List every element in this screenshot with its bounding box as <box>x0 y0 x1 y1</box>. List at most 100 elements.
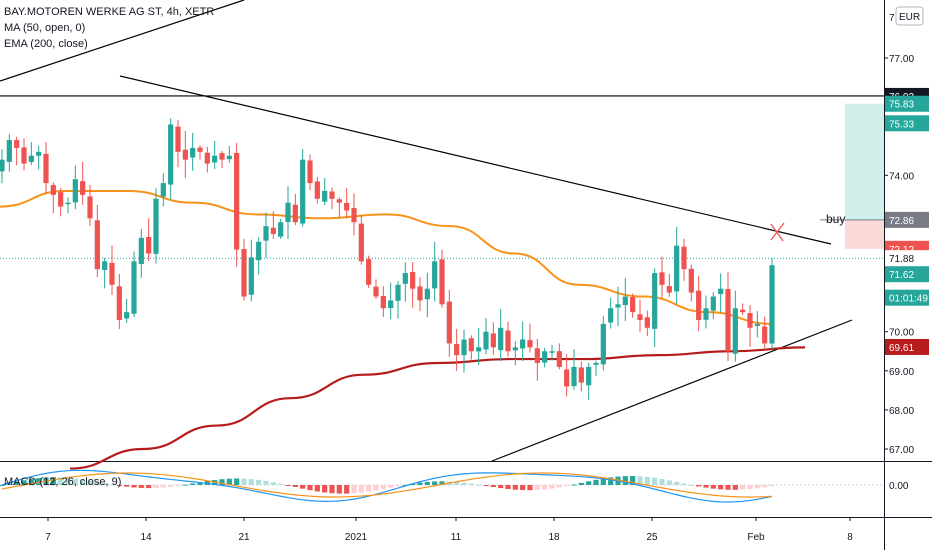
price-tag-bg <box>885 211 929 228</box>
macd-histogram-bar <box>322 485 328 493</box>
macd-histogram-bar <box>659 478 665 485</box>
candle-body <box>248 257 254 295</box>
macd-histogram-bar <box>696 485 702 487</box>
macd-histogram-bar <box>637 476 643 485</box>
macd-histogram-bar <box>256 479 262 485</box>
candle-body <box>688 268 694 293</box>
candle-body <box>520 339 526 349</box>
candle-body <box>380 295 386 309</box>
target-zone[interactable] <box>845 103 884 220</box>
candle-body <box>600 323 606 365</box>
candle-body <box>644 317 650 328</box>
candle-body <box>659 272 665 285</box>
macd-pane[interactable] <box>0 462 884 517</box>
macd-histogram-bar <box>21 480 27 485</box>
macd-histogram-bar <box>380 485 386 490</box>
candle-body <box>94 220 100 270</box>
price-tag-bg <box>885 338 929 355</box>
price-tag-label: 01:01:49 <box>889 294 928 305</box>
macd-histogram-bar <box>300 485 306 489</box>
candle-body <box>718 288 724 295</box>
symbol-legend[interactable]: BAY.MOTOREN WERKE AG ST, 4h, XETR MA (50… <box>4 4 214 52</box>
price-tick-label: 70.00 <box>889 328 914 339</box>
macd-histogram-bar <box>747 485 753 490</box>
macd-histogram-bar <box>102 483 108 485</box>
candle-body <box>681 246 687 270</box>
candle-body <box>270 227 276 234</box>
price-tick-top: 7 <box>889 13 895 24</box>
candle-body <box>241 249 247 297</box>
candle-body <box>226 155 232 160</box>
lower-trendline[interactable] <box>491 319 853 462</box>
upper-trendline[interactable] <box>119 75 832 245</box>
macd-histogram-bar <box>630 476 636 485</box>
macd-histogram-bar <box>681 483 687 485</box>
candle-body <box>674 245 680 292</box>
macd-histogram-bar <box>644 476 650 485</box>
price-tag-label: 69.61 <box>889 343 914 354</box>
candle-body <box>527 340 533 348</box>
candle-body <box>366 259 372 285</box>
macd-histogram-bar <box>358 485 364 493</box>
candles-layer <box>0 118 775 401</box>
candle-body <box>578 367 584 383</box>
candle-body <box>498 327 504 351</box>
price-axis[interactable]: 77.00 74.00 70.00 69.00 68.00 67.00 <box>884 54 914 456</box>
candle-body <box>160 183 166 197</box>
time-axis[interactable]: 7 14 21 2021 11 18 25 Feb 8 <box>45 517 853 543</box>
macd-histogram-bar <box>710 485 716 489</box>
candle-body <box>80 181 86 195</box>
macd-histogram-bar <box>718 485 724 490</box>
candle-body <box>322 190 328 202</box>
price-pane[interactable] <box>0 0 884 461</box>
candle-body <box>410 272 416 289</box>
candle-body <box>740 309 746 313</box>
candle-body <box>14 140 20 148</box>
macd-histogram-bar <box>14 481 20 485</box>
macd-histogram-bar <box>329 485 335 494</box>
candle-body <box>395 284 401 301</box>
candle-body <box>204 152 210 164</box>
macd-histogram-bar <box>373 485 379 491</box>
candle-body <box>307 160 313 184</box>
macd-histogram-bar <box>454 481 460 485</box>
macd-histogram-bar <box>578 482 584 485</box>
candle-body <box>388 300 394 309</box>
macd-histogram-bar <box>498 485 504 489</box>
candle-body <box>21 147 27 164</box>
price-tag-bg <box>885 115 929 132</box>
macd-tick-label: 0.00 <box>889 481 909 492</box>
macd-histogram-bar <box>652 477 658 485</box>
upper-trendline-left[interactable] <box>0 0 245 82</box>
macd-histogram-bar <box>769 485 775 487</box>
macd-histogram-bar <box>732 485 738 490</box>
macd-histogram-bar <box>556 485 562 488</box>
price-tag-bg <box>885 250 929 267</box>
cross-marker[interactable] <box>770 222 785 242</box>
candle-body <box>336 199 342 203</box>
macd-histogram-bar <box>278 483 284 485</box>
macd-histogram-bar <box>36 478 42 485</box>
macd-histogram-bar <box>344 485 350 494</box>
candle-body <box>153 198 159 254</box>
candle-body <box>534 348 540 363</box>
ema-legend: EMA (200, close) <box>4 38 88 50</box>
stop-zone[interactable] <box>845 219 884 249</box>
candle-body <box>175 126 181 152</box>
macd-histogram-bar <box>483 485 489 486</box>
time-tick-label: 8 <box>847 532 853 543</box>
macd-histogram-bar <box>58 477 64 485</box>
candle-body <box>278 222 284 237</box>
macd-histogram-bar <box>270 482 276 485</box>
currency-badge[interactable]: EUR <box>895 6 924 26</box>
time-tick-label: 11 <box>451 532 462 543</box>
macd-line <box>1 469 773 503</box>
macd-histogram-bar <box>490 485 496 488</box>
macd-histogram-bar <box>124 485 130 487</box>
macd-histogram-bar <box>94 481 100 485</box>
macd-histogram-bar <box>175 485 181 486</box>
candle-body <box>769 265 775 344</box>
candle-body <box>615 304 621 308</box>
macd-legend[interactable]: MACD (12, 26, close, 9) <box>4 476 122 488</box>
